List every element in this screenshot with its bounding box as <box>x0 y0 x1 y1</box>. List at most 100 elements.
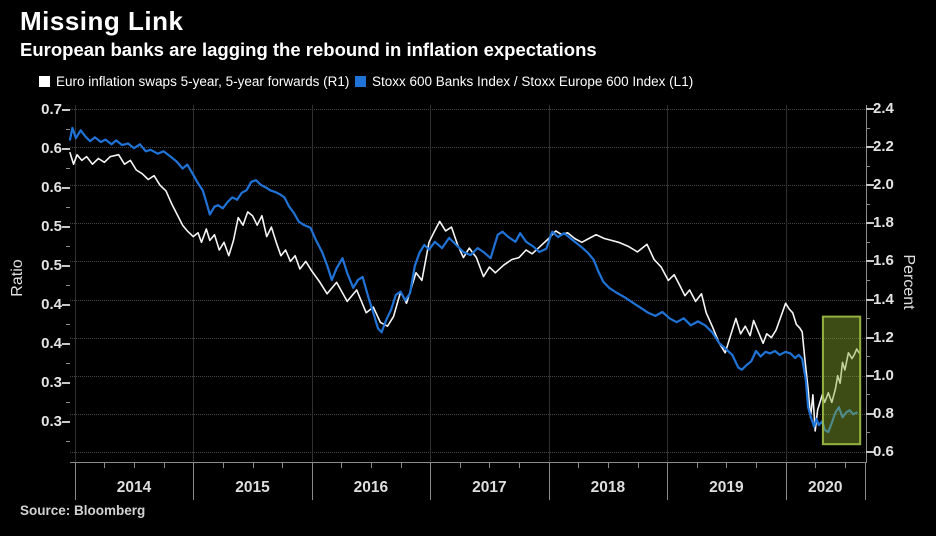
gridline-vertical <box>548 105 550 462</box>
year-separator-tick <box>311 462 313 500</box>
right-axis-major-tick <box>866 374 874 377</box>
gridline-horizontal <box>70 299 865 301</box>
quarter-tick <box>104 463 106 468</box>
year-separator-tick <box>430 462 432 500</box>
legend-item-banks-ratio: Stoxx 600 Banks Index / Stoxx Europe 600… <box>355 74 693 89</box>
year-separator-tick <box>193 462 195 500</box>
left-axis-tick-label: 0.5 <box>41 257 62 274</box>
right-axis-major-tick <box>866 450 874 453</box>
year-label: 2017 <box>472 479 507 496</box>
legend-label: Euro inflation swaps 5-year, 5-year forw… <box>56 74 350 89</box>
year-separator-tick <box>785 462 787 500</box>
gridline-horizontal <box>70 147 865 149</box>
chart-subtitle: European banks are lagging the rebound i… <box>20 39 597 60</box>
gridline-horizontal <box>70 223 865 225</box>
chart-canvas[interactable] <box>68 105 865 462</box>
right-axis-minor-tick <box>866 203 870 205</box>
plot-area[interactable] <box>68 105 865 462</box>
left-axis-tick-label: 0.5 <box>41 218 62 235</box>
right-axis-title: Percent <box>900 254 917 310</box>
year-separator-tick <box>667 462 669 500</box>
year-label: 2018 <box>590 479 626 496</box>
year-separator-tick <box>548 462 550 500</box>
gridline-vertical <box>193 105 195 462</box>
quarter-tick <box>726 463 728 468</box>
gridline-vertical <box>74 105 76 462</box>
quarter-tick <box>163 463 165 468</box>
gridline-horizontal <box>70 337 865 339</box>
axis-end-tick <box>865 462 866 500</box>
left-axis-title: Ratio <box>9 259 26 297</box>
left-axis-major-tick <box>62 343 70 345</box>
quarter-tick <box>696 463 698 468</box>
right-axis-tick-label: 2.2 <box>873 138 894 156</box>
page-title: Missing Link <box>20 6 184 36</box>
quarter-tick <box>489 463 491 468</box>
quarter-tick <box>400 463 402 468</box>
right-axis-tick-label: 1.2 <box>873 328 894 346</box>
year-label: 2015 <box>235 479 270 496</box>
left-axis-minor-tick <box>66 167 70 169</box>
year-label: 2020 <box>808 479 843 496</box>
left-axis-tick-label: 0.4 <box>41 335 62 352</box>
left-axis-major-tick <box>62 226 70 228</box>
quarter-tick <box>459 463 461 468</box>
left-axis-tick-label: 0.7 <box>41 101 62 118</box>
right-axis-minor-tick <box>866 127 870 129</box>
legend-swatch-white-icon <box>39 76 50 87</box>
year-label: 2019 <box>709 479 744 496</box>
gridline-vertical <box>430 105 432 462</box>
right-axis-minor-tick <box>866 356 870 358</box>
quarter-tick <box>134 463 135 468</box>
left-axis-minor-tick <box>66 401 70 403</box>
year-label: 2016 <box>353 479 389 496</box>
gridline-horizontal <box>70 261 865 263</box>
right-axis-minor-tick <box>866 394 870 396</box>
gridline-horizontal <box>70 451 865 453</box>
right-axis-tick-label: 1.6 <box>873 252 894 270</box>
right-axis-major-tick <box>866 336 874 339</box>
right-axis-major-tick <box>866 108 874 110</box>
left-axis-major-tick <box>62 382 70 384</box>
right-axis-major-tick <box>866 298 874 301</box>
right-axis-minor-tick <box>866 279 870 281</box>
right-axis-major-tick <box>866 184 874 187</box>
gridline-horizontal <box>70 413 865 415</box>
left-axis-minor-tick <box>66 245 70 247</box>
gridline-vertical <box>311 105 313 462</box>
quarter-tick <box>578 463 580 468</box>
right-axis-line <box>866 105 867 463</box>
gridline-vertical <box>785 105 787 462</box>
right-axis-tick-label: 2.4 <box>873 100 894 117</box>
left-axis-major-tick <box>62 109 70 111</box>
right-axis-major-tick <box>866 146 874 149</box>
quarter-tick <box>252 463 254 468</box>
gridline-horizontal <box>70 375 865 377</box>
year-label: 2014 <box>116 479 152 496</box>
legend: Euro inflation swaps 5-year, 5-year forw… <box>0 74 936 90</box>
left-axis-tick-label: 0.6 <box>41 179 62 196</box>
left-axis-minor-tick <box>66 323 70 325</box>
quarter-tick <box>815 463 817 468</box>
quarter-tick <box>282 463 284 468</box>
left-axis-tick-label: 0.3 <box>41 413 62 430</box>
left-axis-major-tick <box>62 304 70 306</box>
left-axis-tick-label: 0.3 <box>41 374 62 391</box>
right-axis-minor-tick <box>866 432 870 434</box>
left-axis-tick-label: 0.4 <box>41 296 62 313</box>
x-axis-line <box>70 462 867 463</box>
quarter-tick <box>341 463 343 468</box>
left-axis-minor-tick <box>66 440 70 442</box>
right-axis-minor-tick <box>866 241 870 243</box>
right-axis-tick-label: 1.0 <box>873 366 894 384</box>
left-axis-minor-tick <box>66 128 70 130</box>
gridline-horizontal <box>70 185 865 187</box>
left-axis-minor-tick <box>66 284 70 286</box>
quarter-tick <box>607 463 609 468</box>
left-axis-major-tick <box>62 187 70 189</box>
right-axis-minor-tick <box>866 165 870 167</box>
left-axis-major-tick <box>62 148 70 150</box>
right-axis-minor-tick <box>866 318 870 320</box>
quarter-tick <box>519 463 520 468</box>
